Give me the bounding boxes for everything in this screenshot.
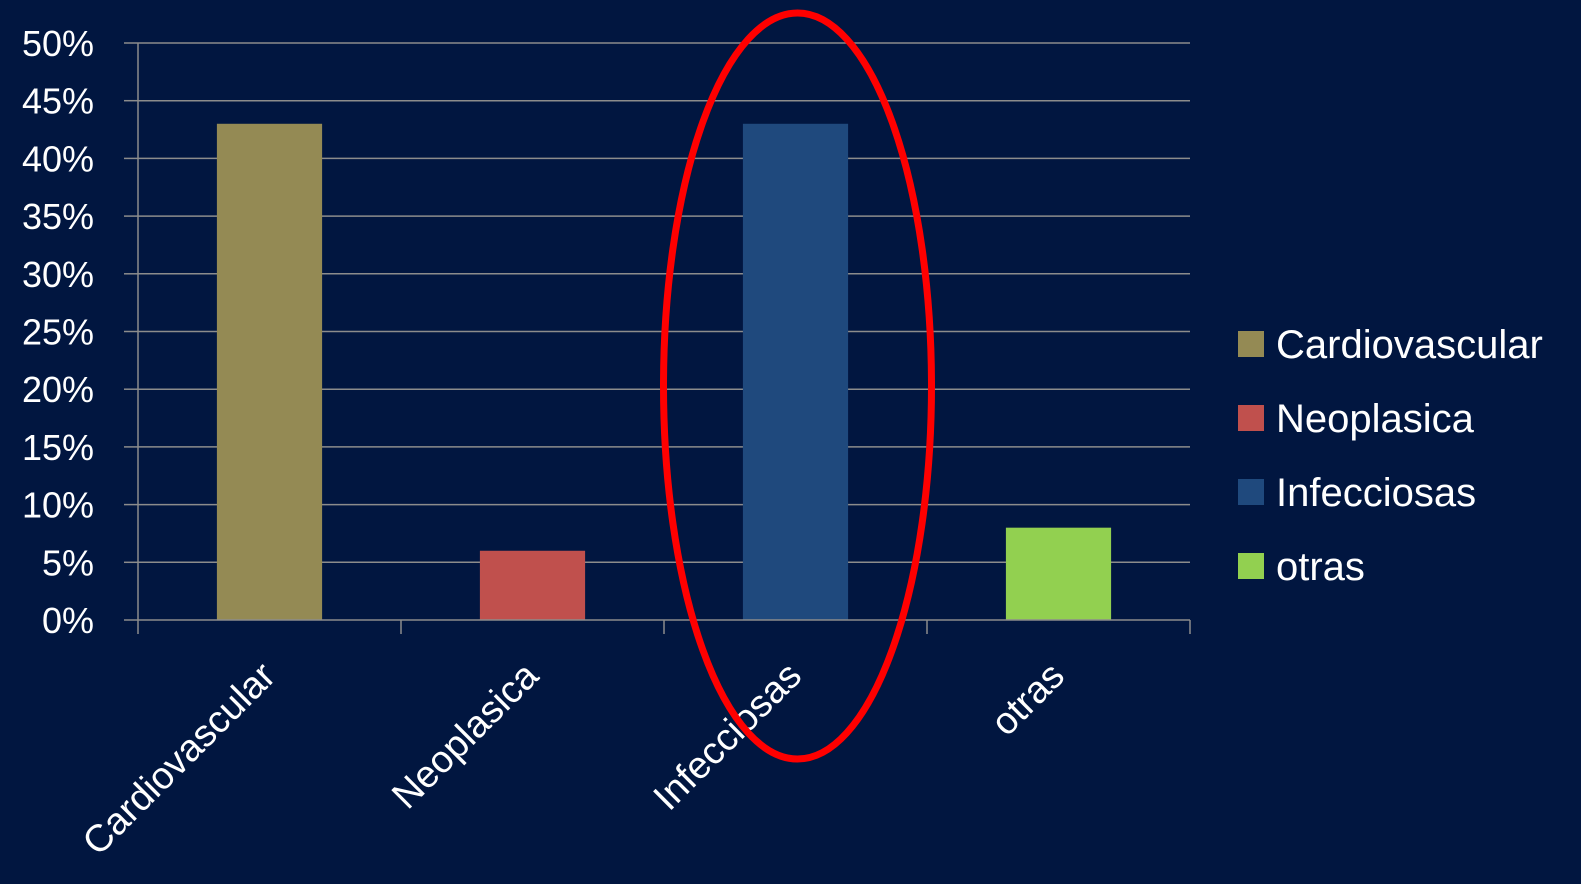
bar-neoplasica xyxy=(479,550,586,620)
bars xyxy=(216,123,1112,620)
legend-swatch xyxy=(1238,553,1264,579)
legend-swatch xyxy=(1238,405,1264,431)
y-tick-label: 0% xyxy=(42,600,94,641)
legend-label: Cardiovascular xyxy=(1276,323,1543,367)
legend-label: Neoplasica xyxy=(1276,397,1475,441)
x-category-label: Infecciosas xyxy=(646,655,810,819)
y-tick-label: 40% xyxy=(22,138,94,179)
y-tick-label: 20% xyxy=(22,369,94,410)
y-tick-label: 15% xyxy=(22,427,94,468)
x-axis-category-labels: Cardiovascular Neoplasica Infecciosas otras xyxy=(75,654,1073,864)
y-tick-label: 50% xyxy=(22,23,94,64)
highlight-ellipse xyxy=(660,9,935,763)
x-category-label: otras xyxy=(983,655,1072,744)
x-category-label: Cardiovascular xyxy=(75,654,284,863)
legend-label: Infecciosas xyxy=(1276,471,1476,515)
y-tick-label: 10% xyxy=(22,485,94,526)
bar-infecciosas xyxy=(742,123,849,620)
y-tick-label: 45% xyxy=(22,81,94,122)
y-tick-label: 35% xyxy=(22,196,94,237)
y-tick-label: 30% xyxy=(22,254,94,295)
legend: Cardiovascular Neoplasica Infecciosas otras xyxy=(1238,323,1543,589)
bar-cardiovascular xyxy=(216,123,323,620)
bar-otras xyxy=(1005,527,1112,620)
y-tick-label: 5% xyxy=(42,542,94,583)
y-axis-tick-labels: 0% 5% 10% 15% 20% 25% 30% 35% 40% 45% 50% xyxy=(22,23,94,641)
legend-swatch xyxy=(1238,331,1264,357)
highlight-annotation xyxy=(660,9,935,763)
legend-label: otras xyxy=(1276,545,1365,589)
legend-swatch xyxy=(1238,479,1264,505)
y-tick-label: 25% xyxy=(22,312,94,353)
x-category-label: Neoplasica xyxy=(384,654,547,817)
axes xyxy=(137,43,1191,634)
